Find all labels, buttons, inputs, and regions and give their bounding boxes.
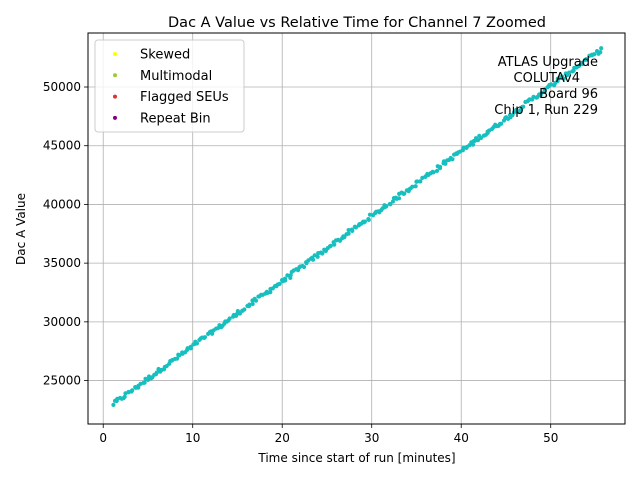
- data-point: [437, 164, 443, 169]
- data-point: [332, 242, 337, 247]
- data-point: [194, 341, 200, 346]
- data-point: [384, 204, 389, 209]
- legend-label: Flagged SEUs: [140, 90, 229, 105]
- data-point: [548, 82, 554, 87]
- data-point: [475, 138, 481, 143]
- data-points: [111, 46, 604, 407]
- data-point: [111, 402, 116, 407]
- data-point: [122, 394, 127, 399]
- data-point: [250, 301, 255, 307]
- data-point: [367, 212, 373, 217]
- annotation-block: ATLAS Upgrade COLUTAv4 Board 96 Chip 1, …: [494, 55, 598, 118]
- data-point: [346, 227, 351, 233]
- data-point: [592, 52, 597, 57]
- x-tick-label: 50: [543, 431, 558, 445]
- data-point: [443, 161, 448, 166]
- y-tick-label: 25000: [43, 374, 81, 388]
- data-point: [450, 157, 455, 162]
- data-point: [242, 307, 247, 312]
- data-point: [188, 344, 193, 349]
- data-point: [396, 196, 402, 201]
- plot-frame: [87, 32, 626, 425]
- data-point: [577, 63, 582, 68]
- y-tick-label: 35000: [43, 256, 81, 270]
- data-point: [410, 184, 415, 189]
- data-point: [320, 251, 325, 256]
- data-point: [210, 331, 215, 336]
- data-point: [253, 298, 259, 303]
- x-axis-label: Time since start of run [minutes]: [257, 451, 455, 465]
- x-tick-label: 20: [275, 431, 290, 445]
- data-point: [301, 264, 307, 270]
- data-point: [580, 61, 585, 67]
- y-axis-label: Dac A Value: [14, 193, 28, 265]
- data-point: [346, 231, 351, 236]
- data-point: [499, 121, 504, 126]
- legend-label: Repeat Bin: [140, 111, 211, 126]
- data-point: [362, 219, 368, 224]
- data-point: [174, 356, 180, 361]
- data-point: [390, 199, 396, 204]
- y-axis-ticks: 25000 30000 35000 40000 45000 50000: [43, 80, 88, 388]
- x-tick-label: 40: [454, 431, 469, 445]
- y-tick-label: 45000: [43, 139, 81, 153]
- data-point: [154, 370, 159, 375]
- legend-label: Skewed: [140, 48, 190, 63]
- data-point: [177, 353, 182, 358]
- data-point: [142, 380, 147, 385]
- data-point: [342, 235, 347, 240]
- x-tick-label: 30: [364, 431, 379, 445]
- data-point: [350, 228, 355, 234]
- data-point: [277, 281, 282, 286]
- data-point: [268, 290, 273, 295]
- data-point: [388, 202, 393, 207]
- legend-label: Multimodal: [140, 69, 212, 84]
- legend-marker: [113, 94, 117, 99]
- legend-marker: [113, 52, 117, 56]
- data-point: [288, 273, 293, 278]
- x-tick-label: 10: [185, 431, 200, 445]
- data-point: [202, 335, 208, 340]
- chart-title: Dac A Value vs Relative Time for Channel…: [168, 15, 546, 31]
- data-point: [599, 46, 604, 51]
- data-point: [130, 388, 135, 393]
- x-tick-label: 0: [99, 431, 107, 445]
- legend-box: [94, 39, 245, 133]
- data-point: [285, 273, 290, 278]
- data-point: [478, 135, 484, 141]
- data-point: [521, 104, 526, 109]
- data-point: [470, 142, 476, 147]
- y-tick-label: 40000: [43, 197, 81, 211]
- data-point: [402, 191, 407, 196]
- data-point: [247, 302, 252, 307]
- data-point: [282, 276, 288, 281]
- y-tick-label: 50000: [43, 80, 81, 94]
- data-point: [434, 168, 440, 174]
- data-point: [413, 184, 418, 189]
- y-tick-label: 30000: [43, 315, 81, 329]
- data-point: [366, 217, 371, 222]
- data-point: [561, 76, 566, 81]
- annotation-line-2: COLUTAv4: [514, 71, 580, 86]
- data-point: [328, 243, 333, 248]
- data-point: [315, 254, 320, 259]
- annotation-line-3: Board 96: [539, 87, 598, 102]
- data-point: [180, 350, 185, 355]
- data-point: [415, 179, 420, 184]
- data-point: [418, 179, 423, 184]
- data-point: [542, 87, 547, 92]
- data-point: [567, 70, 572, 75]
- legend-marker: [113, 115, 117, 120]
- data-point: [227, 316, 232, 321]
- data-point: [431, 170, 436, 175]
- annotation-line-1: ATLAS Upgrade: [498, 55, 598, 70]
- data-point: [598, 50, 603, 55]
- annotation-line-4: Chip 1, Run 229: [494, 103, 598, 118]
- data-point: [310, 257, 316, 262]
- x-axis-ticks: 0 10 20 30 40 50: [99, 424, 558, 445]
- legend: Skewed Multimodal Flagged SEUs Repeat Bin: [94, 39, 245, 133]
- data-point: [584, 57, 589, 62]
- legend-marker: [113, 73, 117, 78]
